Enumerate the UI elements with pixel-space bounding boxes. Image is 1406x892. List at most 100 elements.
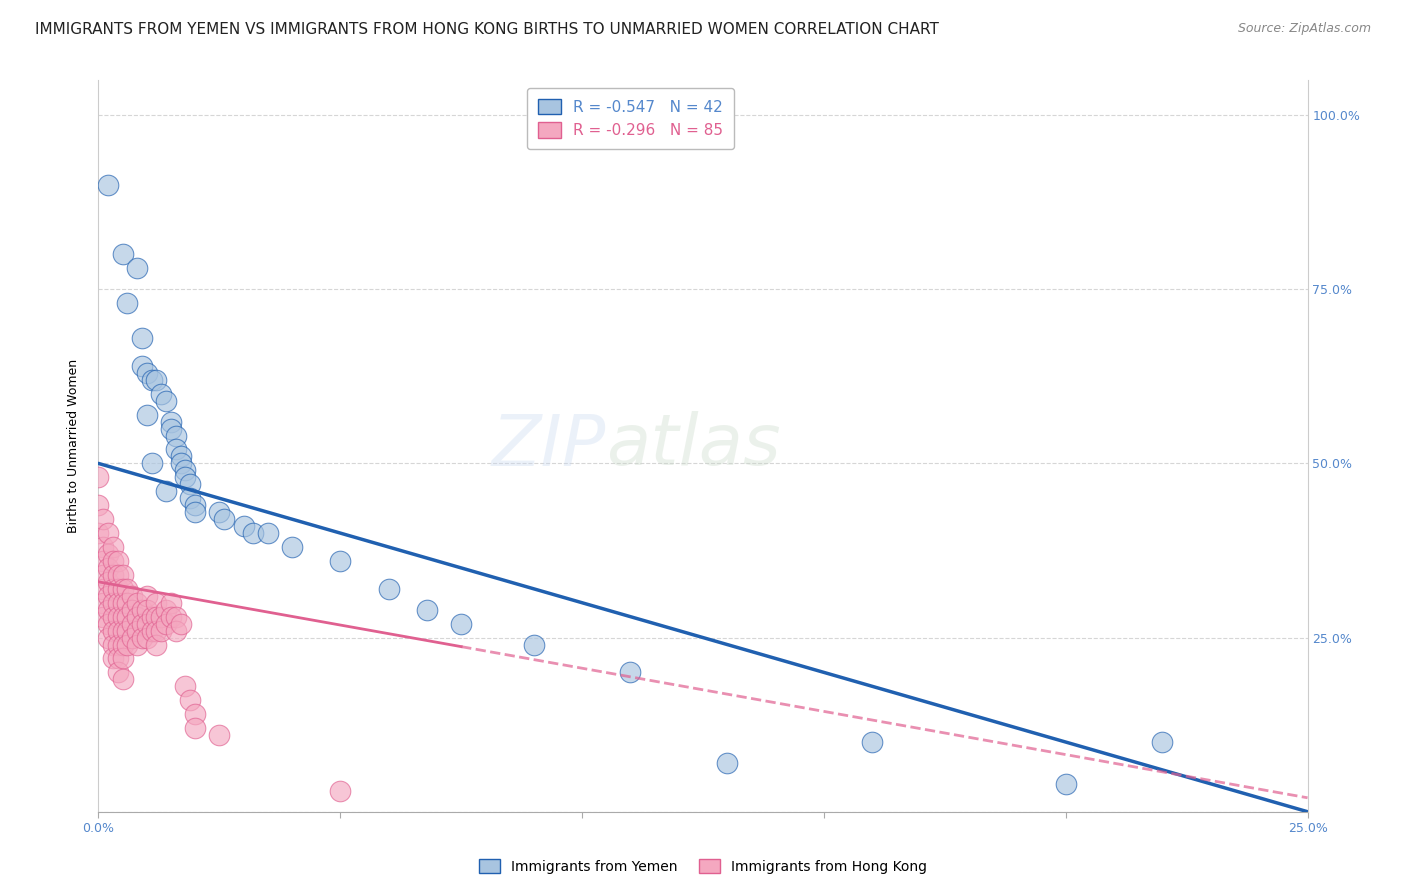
Point [111,609,134,624]
Point [97,526,120,541]
Point [111,651,134,665]
Point [131,603,153,617]
Point [91,609,114,624]
Point [165,609,187,624]
Point [150,624,173,638]
Point [174,470,197,484]
Point [87,526,110,541]
Point [107,582,129,596]
Point [208,505,231,519]
Point [145,609,167,624]
Point [101,609,124,624]
Point [174,679,197,693]
Point [212,512,235,526]
Point [101,582,124,596]
Point [107,567,129,582]
Point [117,582,139,596]
Point [145,373,167,387]
Point [131,631,153,645]
Point [121,631,143,645]
Point [281,540,304,554]
Point [97,178,120,192]
Point [619,665,641,680]
Point [91,512,114,526]
Point [155,603,177,617]
Point [117,624,139,638]
Point [131,331,153,345]
Point [141,373,163,387]
Point [135,589,157,603]
Point [160,415,183,429]
Point [165,428,187,442]
Point [232,519,254,533]
Point [416,603,439,617]
Point [117,609,139,624]
Point [91,582,114,596]
Point [97,547,120,561]
Point [97,561,120,575]
Point [155,616,177,631]
Point [127,596,149,610]
Point [135,631,157,645]
Point [107,651,129,665]
Point [141,457,163,471]
Point [97,631,120,645]
Point [101,567,124,582]
Point [97,589,120,603]
Point [135,603,157,617]
Point [160,596,183,610]
Point [155,484,177,499]
Point [97,616,120,631]
Point [121,589,143,603]
Point [179,477,201,491]
Legend: R = -0.547   N = 42, R = -0.296   N = 85: R = -0.547 N = 42, R = -0.296 N = 85 [527,88,734,149]
Point [145,596,167,610]
Point [1152,735,1174,749]
Point [107,624,129,638]
Point [179,491,201,506]
Point [141,609,163,624]
Point [127,261,149,276]
Point [523,638,546,652]
Point [121,603,143,617]
Point [111,624,134,638]
Point [121,616,143,631]
Point [377,582,399,596]
Point [450,616,472,631]
Point [174,463,197,477]
Point [179,693,201,707]
Legend: Immigrants from Yemen, Immigrants from Hong Kong: Immigrants from Yemen, Immigrants from H… [472,852,934,880]
Point [111,582,134,596]
Point [101,624,124,638]
Point [160,609,183,624]
Point [184,505,207,519]
Point [101,651,124,665]
Point [101,554,124,568]
Point [135,366,157,380]
Point [169,450,191,464]
Point [111,596,134,610]
Point [111,247,134,261]
Point [107,665,129,680]
Point [117,296,139,310]
Y-axis label: Births to Unmarried Women: Births to Unmarried Women [66,359,80,533]
Point [1054,777,1077,791]
Point [87,470,110,484]
Point [329,784,352,798]
Point [716,756,738,770]
Point [127,624,149,638]
Point [160,421,183,435]
Point [101,540,124,554]
Point [91,554,114,568]
Text: IMMIGRANTS FROM YEMEN VS IMMIGRANTS FROM HONG KONG BIRTHS TO UNMARRIED WOMEN COR: IMMIGRANTS FROM YEMEN VS IMMIGRANTS FROM… [35,22,939,37]
Point [91,596,114,610]
Point [101,596,124,610]
Point [184,707,207,722]
Point [135,408,157,422]
Point [107,554,129,568]
Point [111,673,134,687]
Point [169,457,191,471]
Point [91,567,114,582]
Text: Source: ZipAtlas.com: Source: ZipAtlas.com [1237,22,1371,36]
Point [97,574,120,589]
